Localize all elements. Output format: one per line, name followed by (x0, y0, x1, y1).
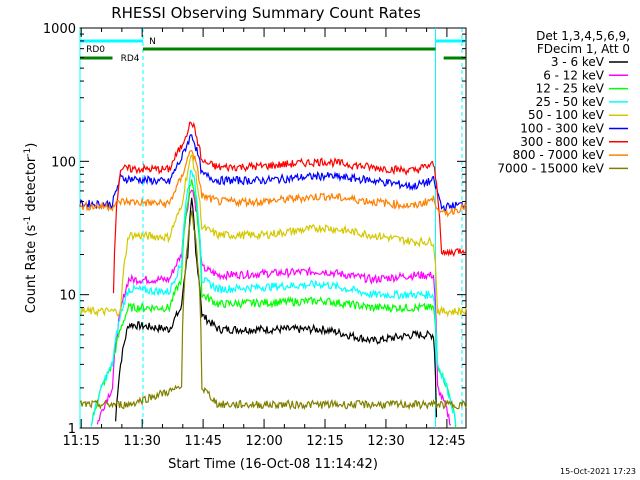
x-tick-label-2: 11:45 (184, 434, 221, 449)
axes-layer: 11:15 11:30 11:45 12:00 12:15 12:30 12:45 1 10 10… (43, 22, 466, 449)
x-tick-label-1: 11:30 (123, 434, 160, 449)
y-label-main: Count Rate (s (24, 225, 39, 314)
legend-entry-4: 50 - 100 keV (528, 108, 605, 122)
mode-overlay: RD0 RD4 N (79, 28, 466, 428)
legend: Det 1,3,4,5,6,9, FDecim 1, Att 0 3 - 6 k… (497, 29, 630, 175)
y-label-sup2: -1 (23, 148, 33, 157)
plot-frame (79, 27, 467, 429)
x-tick-label-4: 12:15 (306, 434, 343, 449)
x-tick-label-5: 12:30 (367, 434, 404, 449)
y-tick-label-0: 1 (68, 422, 76, 437)
y-axis-label: Count Rate (s-1 detector-1) (23, 143, 39, 314)
x-tick-label-0: 11:15 (62, 434, 99, 449)
series-line-7 (79, 149, 467, 218)
series-layer (79, 121, 467, 429)
chart-title: RHESSI Observing Summary Count Rates (111, 4, 421, 22)
y-label-mid: detector (24, 156, 39, 216)
x-tick-label-3: 12:00 (245, 434, 282, 449)
series-line-4 (79, 153, 467, 318)
legend-header-2: FDecim 1, Att 0 (537, 42, 630, 56)
x-axis-label: Start Time (16-Oct-08 11:14:42) (168, 457, 378, 472)
footer-date: 15-Oct-2021 17:23 (560, 467, 636, 476)
legend-entry-6: 300 - 800 keV (520, 135, 604, 149)
legend-entry-0: 3 - 6 keV (551, 55, 605, 69)
legend-entry-2: 12 - 25 keV (536, 82, 605, 96)
y-tick-label-1: 10 (59, 289, 76, 304)
legend-header-1: Det 1,3,4,5,6,9, (536, 29, 630, 43)
y-label-sup1: -1 (23, 216, 33, 225)
night-label: N (149, 37, 156, 47)
y-tick-label-3: 1000 (43, 22, 76, 37)
legend-entry-8: 7000 - 15000 keV (497, 161, 604, 175)
rd4-label: RD4 (121, 54, 140, 64)
y-tick-label-2: 100 (51, 155, 76, 170)
series-line-2 (90, 179, 457, 429)
legend-entry-3: 25 - 50 keV (536, 95, 605, 109)
series-line-6 (112, 121, 467, 294)
series-line-0 (115, 197, 438, 422)
series-line-3 (90, 169, 457, 427)
rd0-label: RD0 (86, 45, 105, 55)
legend-entry-1: 6 - 12 keV (543, 68, 605, 82)
series-line-5 (79, 133, 467, 213)
series-line-1 (96, 189, 452, 426)
series-line-8 (79, 210, 467, 411)
y-label-end: ) (24, 143, 39, 148)
legend-entry-7: 800 - 7000 keV (513, 148, 605, 162)
x-tick-label-6: 12:45 (428, 434, 465, 449)
legend-entry-5: 100 - 300 keV (520, 122, 604, 136)
